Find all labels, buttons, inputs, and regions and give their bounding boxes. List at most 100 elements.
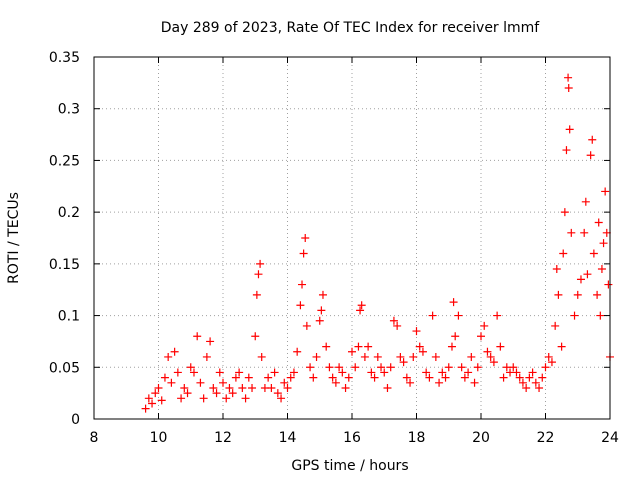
data-point [604,280,613,289]
data-point [148,399,157,408]
y-tick-label: 0.3 [58,102,80,118]
data-point [559,249,568,258]
data-point [206,337,215,346]
data-point [270,368,279,377]
grid [94,57,610,419]
data-point [298,280,307,289]
data-point [564,73,573,82]
data-point [193,332,202,341]
data-point [470,378,479,387]
y-tick-label: 0.15 [49,257,80,273]
data-point [499,373,508,382]
data-point [528,368,537,377]
data-point [302,321,311,330]
data-point [409,352,418,361]
data-point [389,316,398,325]
data-point [225,383,234,392]
data-point [335,363,344,372]
data-point [565,125,574,134]
data-point [222,394,231,403]
x-tick-label: 18 [408,430,426,446]
data-point [570,311,579,320]
chart-title: Day 289 of 2023, Rate Of TEC Index for r… [161,20,541,36]
data-point [199,394,208,403]
y-tick-label: 0 [71,412,80,428]
data-point [451,332,460,341]
data-point [564,84,573,93]
data-point [299,249,308,258]
data-point [286,373,295,382]
data-point [293,347,302,356]
data-point [180,383,189,392]
data-point [331,378,340,387]
data-point [360,352,369,361]
data-point [306,363,315,372]
data-point [493,311,502,320]
data-point [173,368,182,377]
data-point [318,290,327,299]
data-point [457,363,466,372]
data-point [351,363,360,372]
data-point [435,378,444,387]
data-point [267,383,276,392]
data-point [599,239,608,248]
data-point [467,352,476,361]
x-tick-label: 22 [537,430,555,446]
data-point [373,352,382,361]
data-point [257,352,266,361]
data-point [212,389,221,398]
data-point [412,327,421,336]
data-point [309,373,318,382]
data-point [594,218,603,227]
data-point [219,378,227,387]
data-point [157,396,166,405]
data-point [428,311,437,320]
data-point [377,363,386,372]
data-point [348,347,356,356]
data-point [209,383,218,392]
y-axis-title: ROTI / TECUs [6,192,22,284]
data-point [518,378,527,387]
data-point [486,352,495,361]
data-point [483,347,492,356]
data-point [252,290,261,299]
data-point [322,342,331,351]
x-tick-label: 16 [343,430,361,446]
y-tick-label: 0.25 [49,153,80,169]
x-tick-label: 24 [601,430,619,446]
data-point [509,363,518,372]
x-axis-title: GPS time / hours [291,458,408,474]
data-point [418,347,427,356]
data-point [512,368,521,377]
data-point [196,378,205,387]
data-point [444,363,453,372]
data-point [588,135,597,144]
data-point [557,342,566,351]
data-point [280,378,289,387]
data-point [562,146,571,155]
data-point [183,389,192,398]
data-point [576,275,585,284]
data-point [544,352,553,361]
x-tick-label: 10 [150,430,168,446]
data-point [215,368,224,377]
data-point [583,270,592,279]
data-point [312,352,321,361]
data-point [186,363,195,372]
data-point [341,383,350,392]
data-point [477,332,485,341]
data-point [160,373,169,382]
data-point [170,347,179,356]
data-point [415,342,424,351]
data-point [144,394,153,403]
data-point [189,368,198,377]
data-point [425,373,434,382]
data-point [515,373,524,382]
data-point [393,321,402,330]
data-point [402,373,411,382]
data-point [283,383,292,392]
data-point [547,358,556,367]
data-point [202,352,211,361]
y-tick-label: 0.35 [49,50,80,66]
data-point [277,394,286,403]
